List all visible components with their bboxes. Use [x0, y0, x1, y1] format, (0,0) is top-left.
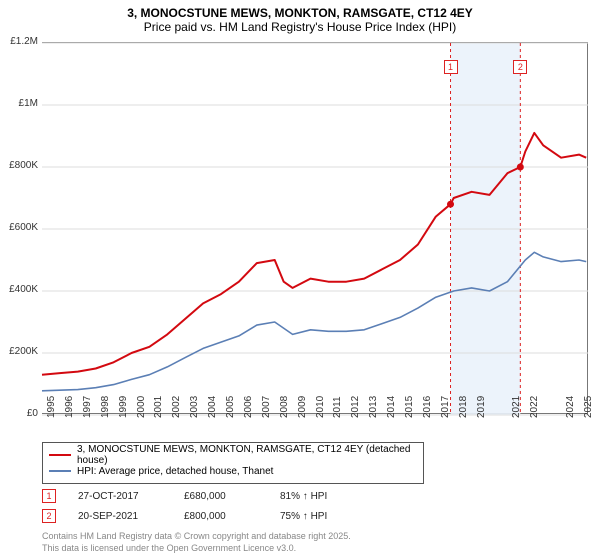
footer-line-2: This data is licensed under the Open Gov…	[42, 542, 351, 554]
legend-row: 3, MONOCSTUNE MEWS, MONKTON, RAMSGATE, C…	[49, 447, 417, 463]
transaction-price: £680,000	[184, 491, 258, 502]
x-tick-label: 2021	[511, 396, 522, 418]
chart-title: 3, MONOCSTUNE MEWS, MONKTON, RAMSGATE, C…	[0, 0, 600, 36]
x-tick-label: 2009	[297, 396, 308, 418]
x-tick-label: 1995	[46, 396, 57, 418]
x-tick-label: 1996	[64, 396, 75, 418]
y-tick-label: £200K	[2, 346, 38, 357]
legend-label: 3, MONOCSTUNE MEWS, MONKTON, RAMSGATE, C…	[77, 444, 417, 466]
x-tick-label: 2008	[279, 396, 290, 418]
x-tick-label: 1997	[82, 396, 93, 418]
x-tick-label: 2024	[565, 396, 576, 418]
x-tick-label: 2013	[368, 396, 379, 418]
y-tick-label: £600K	[2, 222, 38, 233]
transaction-row: 1 27-OCT-2017 £680,000 81% ↑ HPI	[42, 486, 360, 506]
footer-attribution: Contains HM Land Registry data © Crown c…	[42, 530, 351, 554]
transactions-table: 1 27-OCT-2017 £680,000 81% ↑ HPI 2 20-SEP-202…	[42, 486, 360, 526]
transaction-date: 20-SEP-2021	[78, 511, 162, 522]
legend-swatch	[49, 454, 71, 456]
x-tick-label: 2006	[243, 396, 254, 418]
y-tick-label: £1.2M	[2, 36, 38, 47]
y-tick-label: £1M	[2, 98, 38, 109]
x-tick-label: 2003	[189, 396, 200, 418]
x-tick-label: 2017	[440, 396, 451, 418]
transaction-pct: 75% ↑ HPI	[280, 511, 360, 522]
x-tick-label: 2016	[422, 396, 433, 418]
x-tick-label: 2012	[350, 396, 361, 418]
y-tick-label: £800K	[2, 160, 38, 171]
transaction-price: £800,000	[184, 511, 258, 522]
x-tick-label: 2005	[225, 396, 236, 418]
x-tick-label: 2007	[261, 396, 272, 418]
x-tick-label: 2010	[315, 396, 326, 418]
y-tick-label: £400K	[2, 284, 38, 295]
transaction-row: 2 20-SEP-2021 £800,000 75% ↑ HPI	[42, 506, 360, 526]
x-tick-label: 2018	[458, 396, 469, 418]
transaction-id-box: 1	[42, 489, 56, 503]
x-tick-label: 1999	[118, 396, 129, 418]
x-tick-label: 2015	[404, 396, 415, 418]
x-tick-label: 2011	[332, 396, 343, 418]
x-tick-label: 2002	[171, 396, 182, 418]
x-tick-label: 2000	[136, 396, 147, 418]
footer-line-1: Contains HM Land Registry data © Crown c…	[42, 530, 351, 542]
chart-legend: 3, MONOCSTUNE MEWS, MONKTON, RAMSGATE, C…	[42, 442, 424, 484]
title-line-2: Price paid vs. HM Land Registry's House …	[0, 20, 600, 34]
chart-marker-label: 2	[513, 60, 527, 74]
chart-marker-label: 1	[444, 60, 458, 74]
x-tick-label: 2004	[207, 396, 218, 418]
transaction-id-box: 2	[42, 509, 56, 523]
x-tick-label: 2014	[386, 396, 397, 418]
legend-swatch	[49, 470, 71, 472]
x-tick-label: 1998	[100, 396, 111, 418]
transaction-date: 27-OCT-2017	[78, 491, 162, 502]
chart-plot-area	[42, 42, 588, 414]
x-tick-label: 2025	[583, 396, 594, 418]
x-tick-label: 2022	[529, 396, 540, 418]
title-line-1: 3, MONOCSTUNE MEWS, MONKTON, RAMSGATE, C…	[0, 6, 600, 20]
chart-svg	[42, 43, 587, 413]
x-tick-label: 2001	[153, 396, 164, 418]
x-tick-label: 2019	[476, 396, 487, 418]
transaction-pct: 81% ↑ HPI	[280, 491, 360, 502]
y-tick-label: £0	[2, 408, 38, 419]
legend-label: HPI: Average price, detached house, Than…	[77, 466, 273, 477]
